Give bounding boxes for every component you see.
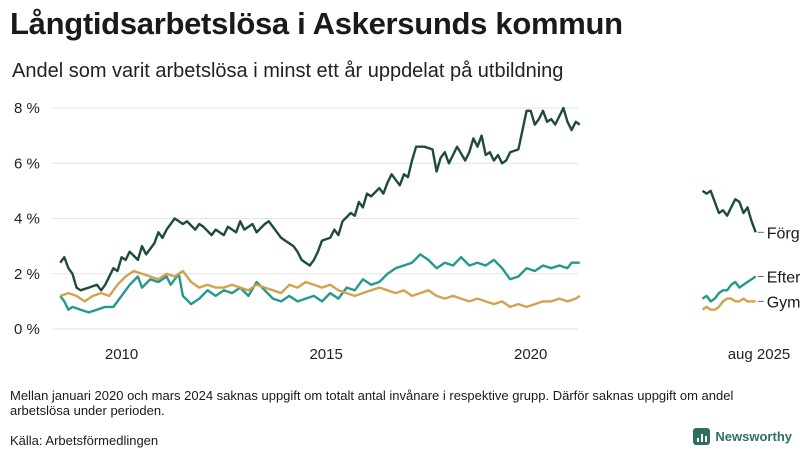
x-tick-label: 2015 — [309, 346, 342, 363]
brand-logo[interactable]: Newsworthy — [693, 428, 792, 445]
chart-title: Långtidsarbetslösa i Askersunds kommun — [10, 6, 623, 41]
series-line-gymnasial — [59, 269, 581, 309]
y-tick-label: 6 % — [14, 155, 40, 172]
x-tick-label: 2020 — [514, 346, 547, 363]
series-line-förgymnasial — [701, 189, 757, 233]
series-end-label: Gymnasial: 1,0 % — [767, 294, 800, 311]
series-end-label: Eftergymnasial: 1,9 % — [767, 270, 800, 287]
series-end-label: Förgymnasial: 3,5 % — [767, 225, 800, 242]
series-line-eftergymnasial — [59, 253, 580, 314]
line-chart: 0 % 2 % 4 % 6 % 8 % 2010 2015 2020 aug 2025 För… — [14, 100, 800, 363]
x-tick-label: aug 2025 — [728, 346, 791, 363]
y-axis-ticks: 0 % 2 % 4 % 6 % 8 % — [14, 100, 40, 338]
y-tick-label: 4 % — [14, 211, 40, 228]
x-tick-label: 2010 — [105, 346, 138, 363]
series-line-förgymnasial — [59, 106, 581, 292]
brand-name: Newsworthy — [715, 429, 792, 444]
series-lines — [59, 106, 757, 314]
x-axis-ticks: 2010 2015 2020 aug 2025 — [105, 346, 790, 363]
chart-subtitle: Andel som varit arbetslösa i minst ett å… — [12, 60, 564, 82]
series-line-gymnasial — [701, 297, 756, 311]
bar-chart-icon — [693, 428, 711, 445]
y-tick-label: 8 % — [14, 100, 40, 117]
footnote: Mellan januari 2020 och mars 2024 saknas… — [10, 388, 734, 418]
y-tick-label: 0 % — [14, 321, 40, 338]
source-note: Källa: Arbetsförmedlingen — [10, 433, 159, 448]
series-end-labels: Förgymnasial: 3,5 % Eftergymnasial: 1,9 %… — [757, 225, 800, 311]
series-line-eftergymnasial — [701, 275, 757, 303]
y-tick-label: 2 % — [14, 266, 40, 283]
